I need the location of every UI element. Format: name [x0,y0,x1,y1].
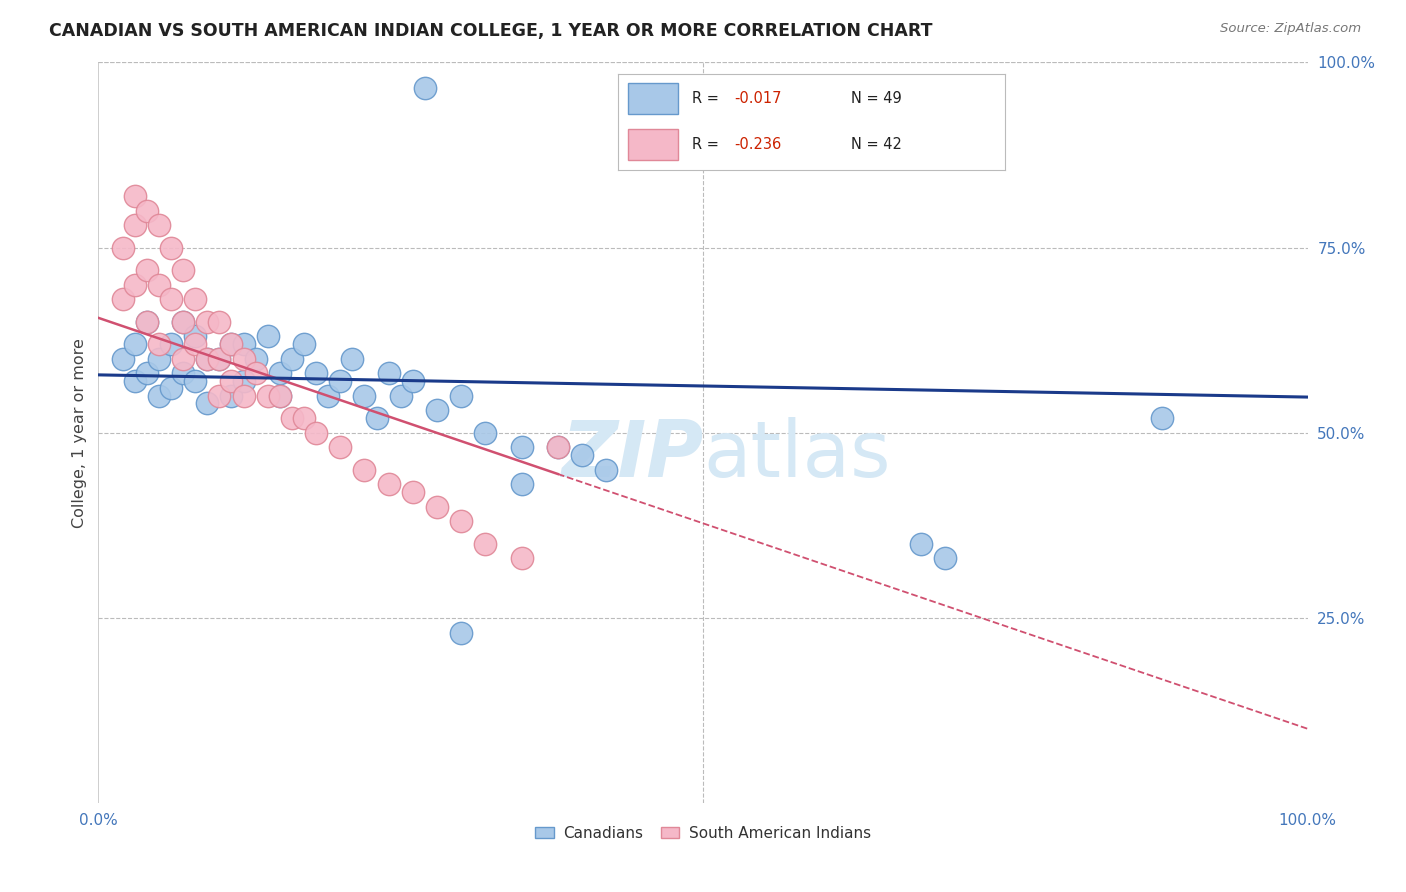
Point [195,351,218,366]
Point [221,336,243,351]
Text: CANADIAN VS SOUTH AMERICAN INDIAN COLLEGE, 1 YEAR OR MORE CORRELATION CHART: CANADIAN VS SOUTH AMERICAN INDIAN COLLEG… [49,22,932,40]
Point [292,410,315,425]
Point [124,336,146,351]
Point [111,293,134,307]
Point [292,336,315,351]
Point [256,329,278,343]
Point [269,388,291,402]
Point [426,500,449,514]
Text: atlas: atlas [703,417,890,493]
Point [148,219,170,233]
Point [208,388,231,402]
Point [208,314,231,328]
Point [281,410,304,425]
Text: ZIP: ZIP [561,417,703,493]
Point [316,388,339,402]
Point [124,374,146,388]
Point [172,262,194,277]
Point [353,462,375,476]
Point [329,374,352,388]
Point [256,388,278,402]
Point [195,351,218,366]
Point [172,314,194,328]
Point [160,381,183,395]
Point [195,314,218,328]
Point [221,388,243,402]
Point [135,203,157,218]
Point [172,367,194,381]
Point [232,374,254,388]
Point [510,441,533,455]
Point [450,515,472,529]
Point [221,336,243,351]
Point [474,536,496,550]
Point [124,188,146,202]
Point [716,81,738,95]
Legend: Canadians, South American Indians: Canadians, South American Indians [529,820,877,847]
Point [184,374,207,388]
Point [135,314,157,328]
Point [305,425,328,440]
Point [160,293,183,307]
Point [342,351,364,366]
Point [450,388,472,402]
Point [269,367,291,381]
Point [402,484,425,499]
Point [184,329,207,343]
Point [595,462,617,476]
Point [135,314,157,328]
Point [111,240,134,255]
Point [135,262,157,277]
Point [172,314,194,328]
Point [148,351,170,366]
Point [135,367,157,381]
Point [474,425,496,440]
Point [402,374,425,388]
Point [934,551,956,566]
Point [160,240,183,255]
Point [450,625,472,640]
Point [547,441,569,455]
Point [1152,410,1174,425]
Point [245,351,267,366]
Point [269,388,291,402]
Point [232,388,254,402]
Point [547,441,569,455]
Point [571,448,593,462]
Point [111,351,134,366]
Point [172,351,194,366]
Point [195,396,218,410]
Point [910,536,932,550]
Point [329,441,352,455]
Point [305,367,328,381]
Y-axis label: College, 1 year or more: College, 1 year or more [72,338,87,527]
Point [377,367,399,381]
Point [510,551,533,566]
Point [184,293,207,307]
Point [413,81,436,95]
Point [148,336,170,351]
Point [208,351,231,366]
Point [232,351,254,366]
Point [221,374,243,388]
Point [353,388,375,402]
Point [281,351,304,366]
Text: Source: ZipAtlas.com: Source: ZipAtlas.com [1220,22,1361,36]
Point [208,351,231,366]
Point [124,219,146,233]
Point [148,388,170,402]
Point [377,477,399,491]
Point [389,388,412,402]
Point [366,410,388,425]
Point [232,336,254,351]
Point [426,403,449,417]
Point [245,367,267,381]
Point [160,336,183,351]
Point [510,477,533,491]
Point [148,277,170,292]
Point [184,336,207,351]
Point [124,277,146,292]
